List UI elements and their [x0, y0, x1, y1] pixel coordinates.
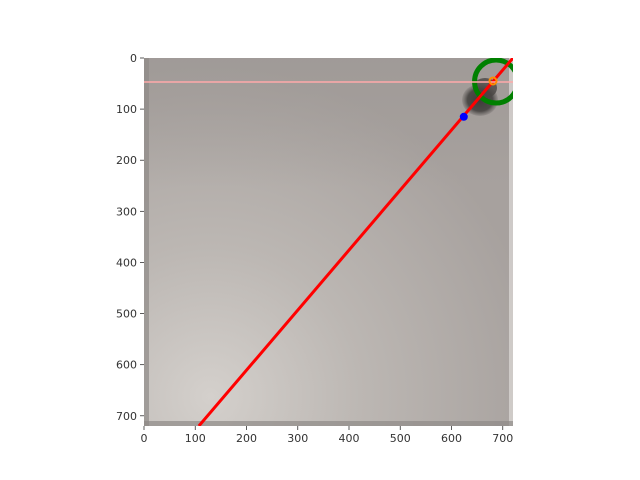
y-tick-label: 200	[116, 154, 137, 167]
background-photo	[144, 58, 513, 426]
axis-layer: 0 100 200 300 400 500 600 700 0 100 200 300 400 500 60…	[116, 52, 513, 445]
x-tick-label: 100	[185, 432, 206, 445]
trajectory-line	[197, 58, 513, 426]
plot-layer	[144, 58, 513, 426]
y-tick-label: 0	[130, 52, 137, 65]
x-tick-label: 500	[390, 432, 411, 445]
x-tick-label: 200	[236, 432, 257, 445]
marker-point-0	[459, 112, 468, 121]
y-tick-label: 700	[116, 410, 137, 423]
x-tick-label: 0	[141, 432, 148, 445]
y-tick-label: 600	[116, 359, 137, 372]
y-tick-label: 100	[116, 103, 137, 116]
x-tick-label: 600	[441, 432, 462, 445]
y-tick-label: 400	[116, 256, 137, 269]
y-tick-label: 500	[116, 308, 137, 321]
x-tick-label: 400	[339, 432, 360, 445]
y-tick-label: 300	[116, 205, 137, 218]
x-tick-label: 300	[287, 432, 308, 445]
x-tick-label: 700	[492, 432, 513, 445]
marker-ring-1	[488, 76, 498, 86]
